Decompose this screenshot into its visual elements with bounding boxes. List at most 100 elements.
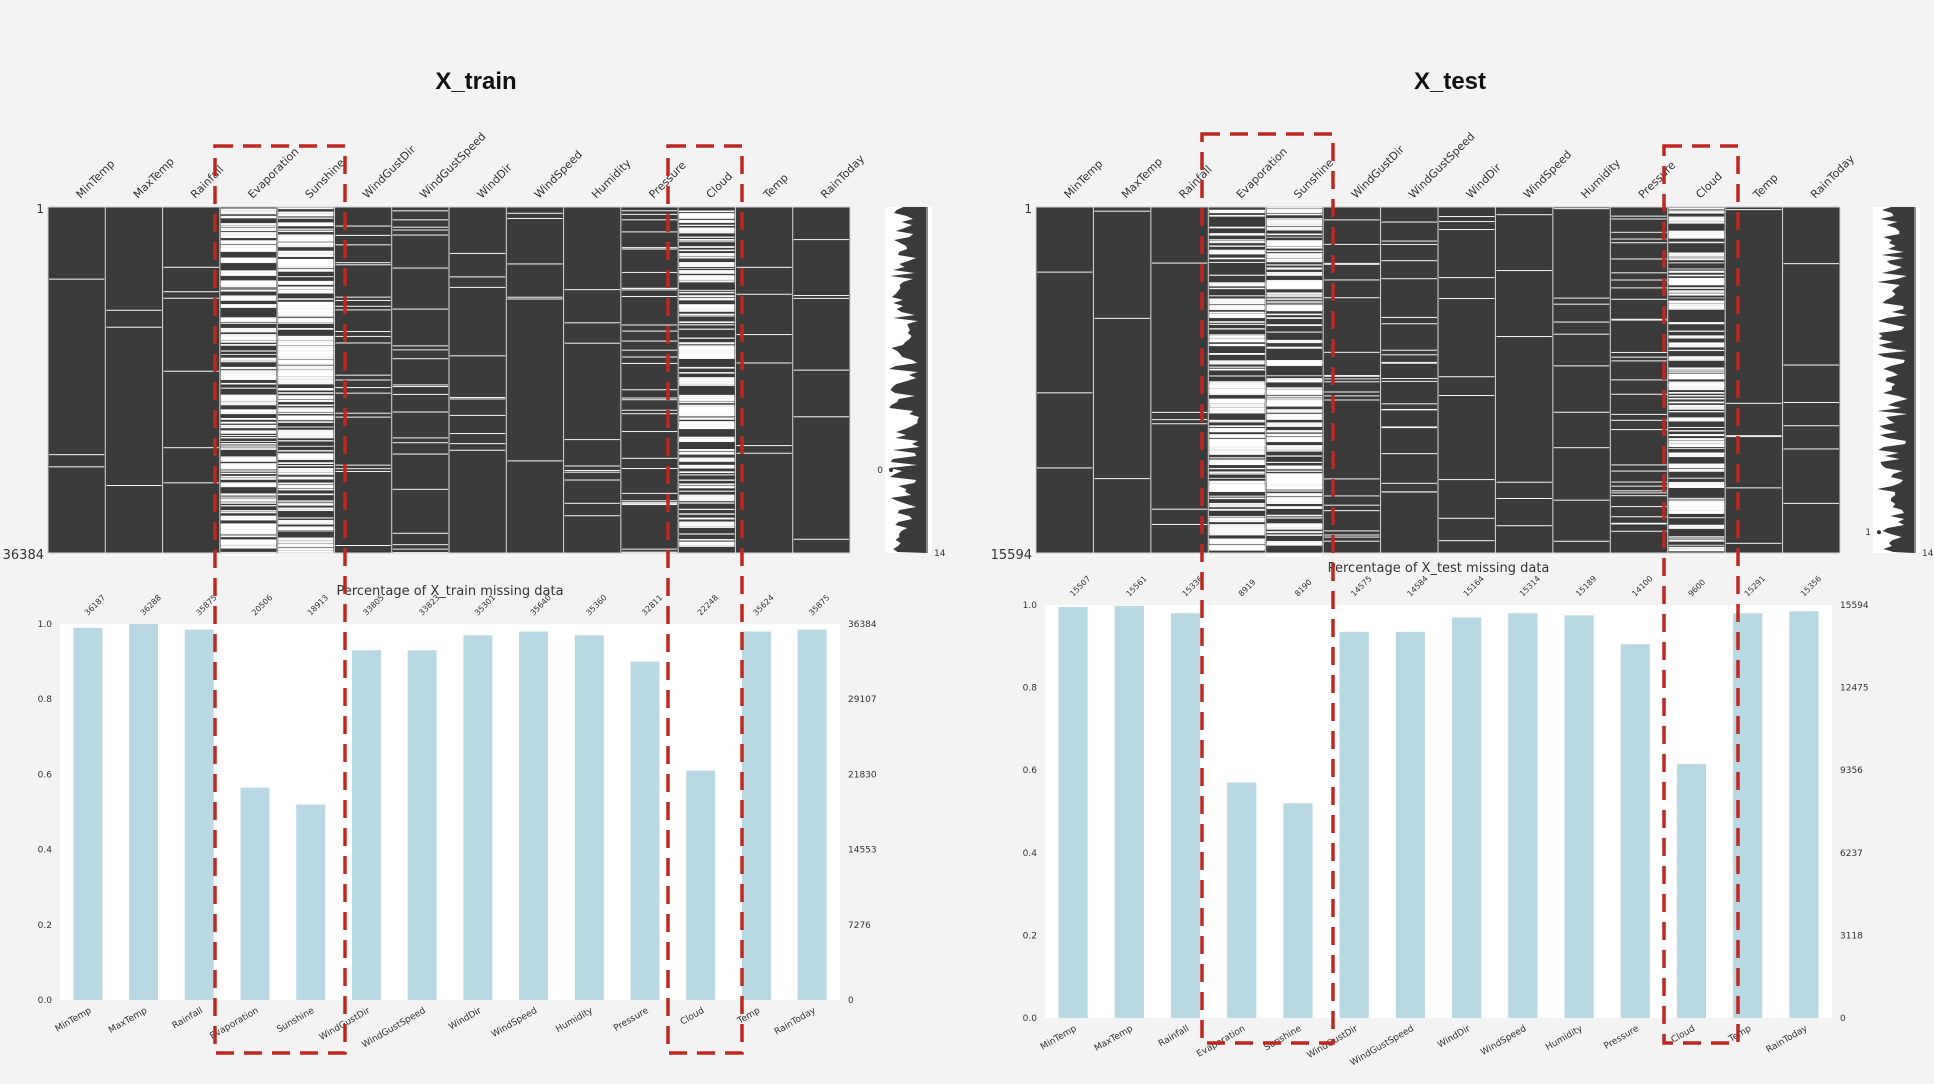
panel-title-test: X_test bbox=[1413, 68, 1487, 95]
missing-row-mark bbox=[335, 342, 391, 344]
missing-row-mark bbox=[1668, 452, 1725, 455]
missing-row-mark bbox=[278, 217, 334, 219]
missing-row-mark bbox=[679, 406, 735, 409]
missing-row-mark bbox=[736, 452, 792, 454]
missing-row-mark bbox=[1668, 407, 1725, 410]
missing-row-mark bbox=[1668, 241, 1725, 244]
bar-ytick-label: 0.6 bbox=[1023, 766, 1038, 776]
missing-row-mark bbox=[1266, 208, 1323, 211]
matrix-column-label-sunshine: Sunshine bbox=[303, 156, 348, 201]
bar-count-label: 36288 bbox=[139, 593, 163, 617]
missing-row-mark bbox=[1381, 491, 1437, 493]
bar-winddir bbox=[463, 635, 493, 1000]
missing-row-mark bbox=[1611, 490, 1667, 492]
missing-row-mark bbox=[1209, 381, 1265, 386]
missing-row-mark bbox=[1209, 233, 1265, 236]
missing-row-mark bbox=[1668, 546, 1725, 549]
missing-row-mark bbox=[163, 291, 219, 293]
missing-row-mark bbox=[278, 465, 334, 467]
matrix-row-start-label: 1 bbox=[1024, 202, 1032, 216]
missing-row-mark bbox=[1439, 277, 1495, 279]
missing-row-mark bbox=[679, 350, 735, 352]
bar-right-tick-label: 6237 bbox=[1840, 849, 1863, 859]
missing-row-mark bbox=[1611, 298, 1667, 300]
missing-row-mark bbox=[1324, 478, 1380, 480]
missing-row-mark bbox=[1611, 218, 1667, 220]
missing-row-mark bbox=[621, 287, 678, 289]
sparkline-min-label: 0 bbox=[877, 466, 883, 476]
missing-row-mark bbox=[1209, 353, 1265, 355]
missing-row-mark bbox=[1611, 287, 1667, 289]
bar-count-label: 15291 bbox=[1743, 574, 1767, 598]
missing-row-mark bbox=[1439, 216, 1495, 218]
missing-row-mark bbox=[1783, 425, 1839, 427]
bar-rainfall bbox=[1170, 613, 1201, 1018]
bar-windgustspeed bbox=[407, 650, 437, 1000]
missing-row-mark bbox=[278, 365, 334, 370]
missing-row-mark bbox=[1209, 412, 1265, 414]
missing-row-mark bbox=[621, 210, 678, 212]
missing-row-mark bbox=[1266, 286, 1323, 289]
missing-row-mark bbox=[278, 548, 334, 550]
missing-row-mark bbox=[220, 409, 277, 411]
missing-row-mark bbox=[1668, 487, 1725, 488]
missing-row-mark bbox=[335, 296, 391, 298]
bar-right-tick-label: 21830 bbox=[848, 770, 877, 780]
missing-row-mark bbox=[278, 421, 334, 423]
missing-row-mark bbox=[450, 286, 506, 288]
missing-row-mark bbox=[1266, 552, 1323, 557]
missing-row-mark bbox=[278, 234, 334, 238]
missing-row-mark bbox=[1266, 506, 1323, 508]
missing-row-mark bbox=[1209, 489, 1265, 491]
missing-row-mark bbox=[679, 494, 735, 498]
missing-row-mark bbox=[1324, 219, 1380, 221]
bar-count-label: 15507 bbox=[1068, 574, 1092, 598]
missing-row-mark bbox=[450, 355, 506, 357]
bar-count-label: 32811 bbox=[640, 593, 664, 617]
missing-row-mark bbox=[1209, 295, 1265, 297]
missing-row-mark bbox=[1151, 423, 1208, 425]
bar-ytick-label: 0.0 bbox=[1023, 1014, 1038, 1024]
missing-row-mark bbox=[220, 430, 277, 432]
missing-row-mark bbox=[1209, 210, 1265, 212]
missing-row-mark bbox=[392, 210, 448, 212]
matrix-column-label-winddir: WindDir bbox=[475, 161, 515, 201]
missing-row-mark bbox=[220, 337, 277, 340]
missing-row-mark bbox=[1209, 477, 1265, 479]
missing-row-mark bbox=[1266, 478, 1323, 481]
missing-row-mark bbox=[679, 280, 735, 283]
missing-row-mark bbox=[278, 371, 334, 372]
missing-row-mark bbox=[335, 468, 391, 470]
missing-row-mark bbox=[507, 296, 563, 298]
missing-row-mark bbox=[220, 421, 277, 424]
missing-row-mark bbox=[450, 398, 506, 400]
matrix-column-label-temp: Temp bbox=[760, 171, 791, 202]
missing-row-mark bbox=[1668, 401, 1725, 404]
missing-row-mark bbox=[679, 308, 735, 312]
missing-row-mark bbox=[1611, 379, 1667, 381]
missing-row-mark bbox=[1611, 506, 1667, 508]
missing-row-mark bbox=[392, 345, 448, 347]
bar-pressure bbox=[1620, 644, 1650, 1018]
missing-row-mark bbox=[1209, 495, 1265, 497]
missing-row-mark bbox=[1209, 257, 1265, 260]
missing-row-mark bbox=[679, 513, 735, 515]
missing-row-mark bbox=[1209, 524, 1265, 529]
missing-row-mark bbox=[392, 234, 448, 236]
missing-row-mark bbox=[278, 527, 334, 530]
missing-row-mark bbox=[621, 356, 678, 358]
missing-row-mark bbox=[1668, 481, 1725, 484]
missing-row-mark bbox=[220, 472, 277, 475]
missing-row-mark bbox=[1381, 427, 1437, 429]
missing-row-mark bbox=[1209, 344, 1265, 346]
matrix-column-label-windgustdir: WindGustDir bbox=[360, 143, 418, 201]
missing-row-mark bbox=[220, 257, 277, 259]
missing-row-mark bbox=[278, 410, 334, 412]
missing-row-mark bbox=[1266, 300, 1323, 302]
missing-row-mark bbox=[278, 317, 334, 323]
missing-row-mark bbox=[1209, 459, 1265, 464]
missing-row-mark bbox=[679, 401, 735, 404]
bar-right-tick-label: 29107 bbox=[848, 695, 877, 705]
missing-row-mark bbox=[220, 484, 277, 486]
missing-row-mark bbox=[1668, 434, 1725, 437]
